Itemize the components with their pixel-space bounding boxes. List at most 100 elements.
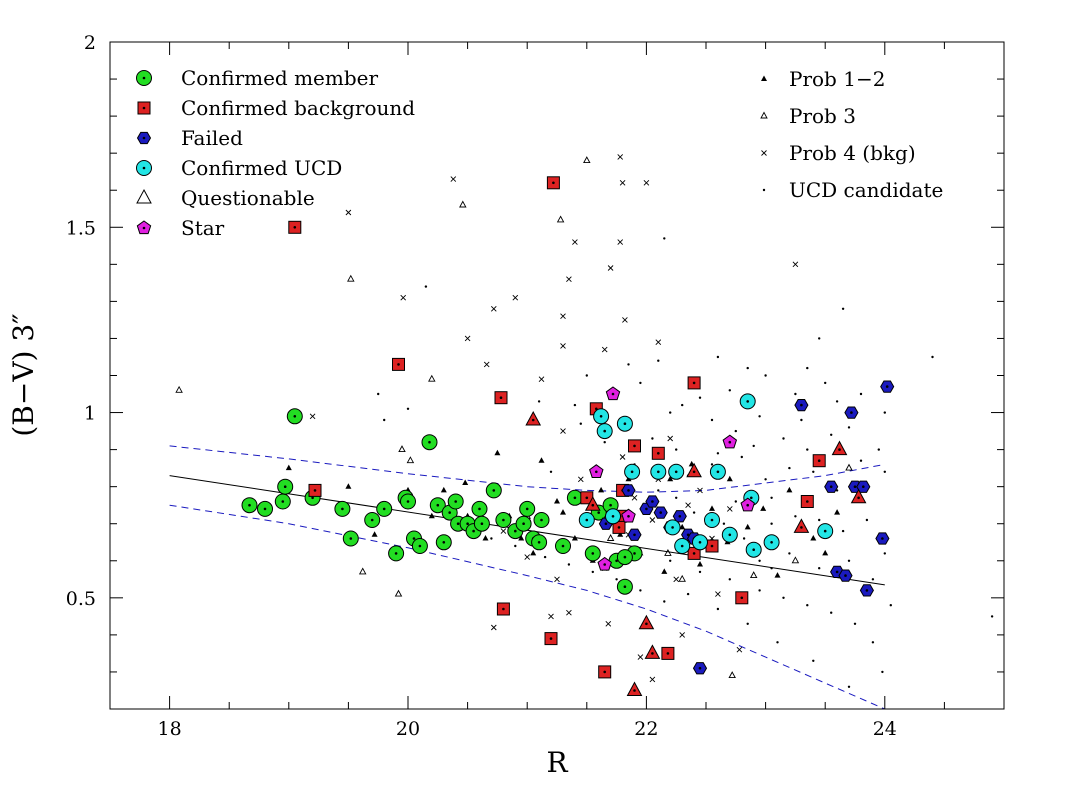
point-shape xyxy=(697,561,703,567)
point-shape xyxy=(800,418,803,422)
ucd-candidate-point xyxy=(847,426,851,429)
ucd-candidate-point xyxy=(835,489,839,492)
point-center xyxy=(248,503,251,507)
prob-4-bkg-point xyxy=(400,294,407,301)
point-shape xyxy=(538,376,545,383)
confirmed-ucd-point xyxy=(817,523,834,540)
point-shape xyxy=(734,500,737,503)
ucd-candidate-point xyxy=(406,407,410,410)
ucd-candidate-point xyxy=(579,422,582,425)
prob-1-2-point xyxy=(822,549,829,556)
point-shape xyxy=(709,505,715,511)
prob-1-2-point xyxy=(697,561,703,567)
failed-point xyxy=(859,584,874,597)
questionable-point xyxy=(644,644,661,659)
point-shape xyxy=(524,554,531,560)
point-center xyxy=(835,570,839,574)
legend-label: Star xyxy=(181,216,225,240)
point-shape xyxy=(464,335,471,342)
point-shape xyxy=(831,440,848,456)
point-shape xyxy=(764,478,767,481)
ucd-candidate-point xyxy=(627,363,630,366)
prob-4-bkg-point xyxy=(464,335,471,342)
point-shape xyxy=(726,475,733,482)
questionable-point xyxy=(638,614,655,630)
point-shape xyxy=(812,659,815,662)
prob-1-2-point xyxy=(530,549,537,556)
prob-4-bkg-point xyxy=(622,317,628,323)
point-center xyxy=(850,411,853,414)
legend-label: Questionable xyxy=(181,186,315,210)
point-shape xyxy=(400,294,407,301)
point-center xyxy=(436,503,440,507)
point-center xyxy=(710,544,714,548)
point-shape xyxy=(791,556,800,564)
point-center xyxy=(281,500,285,503)
point-shape xyxy=(605,620,612,627)
prob-1-2-point xyxy=(371,531,378,537)
confirmed-ucd-point xyxy=(668,463,685,480)
ucd-candidate-point xyxy=(734,429,737,433)
point-center xyxy=(609,503,612,507)
ucd-candidate-point xyxy=(728,578,731,581)
point-shape xyxy=(512,294,519,301)
legend-item-confirmed-member: Confirmed member xyxy=(136,66,378,90)
confirmed-member-point xyxy=(471,500,488,517)
point-center xyxy=(623,585,627,588)
y-tick-label: 2 xyxy=(84,32,96,54)
point-shape xyxy=(560,509,566,515)
point-shape xyxy=(345,209,352,216)
prob-1-2-point xyxy=(494,449,501,456)
confirmed-member-point xyxy=(584,545,601,562)
point-center xyxy=(502,518,505,522)
failed-point xyxy=(880,380,895,393)
point-shape xyxy=(812,470,815,473)
point-shape xyxy=(990,615,994,618)
point-center xyxy=(492,489,496,492)
prob-4-bkg-point xyxy=(309,413,316,420)
failed-point xyxy=(856,480,871,493)
confirmed-member-point xyxy=(257,500,273,517)
point-shape xyxy=(617,531,624,537)
legend-right: Prob 1−2 Prob 3 Prob 4 (bkg) UCD candidate xyxy=(760,67,943,202)
point-center xyxy=(698,666,702,670)
prob-3-point xyxy=(664,548,672,556)
point-center xyxy=(671,526,674,529)
ucd-candidate-point xyxy=(639,589,642,592)
point-center xyxy=(418,544,422,548)
point-shape xyxy=(850,488,867,504)
point-shape xyxy=(692,511,696,514)
prob-1-2-point xyxy=(462,479,469,485)
point-shape xyxy=(345,483,352,489)
prob-3-point xyxy=(175,385,183,393)
point-shape xyxy=(736,646,743,653)
point-center xyxy=(885,385,889,388)
ucd-candidate-point xyxy=(758,589,761,592)
point-center xyxy=(537,541,541,544)
point-center xyxy=(382,507,386,511)
failed-point xyxy=(875,532,890,545)
prob-3-point xyxy=(606,534,615,541)
legend-marker xyxy=(761,75,767,81)
prob-1-2-point xyxy=(834,509,841,515)
x-tick-label: 22 xyxy=(634,718,658,740)
point-center xyxy=(311,496,314,500)
point-shape xyxy=(663,237,666,240)
series-ucd-candidate xyxy=(377,237,994,688)
series-prob-1-2 xyxy=(285,449,841,578)
point-center xyxy=(645,507,648,511)
point-center xyxy=(881,537,884,540)
point-center xyxy=(573,496,577,500)
confirmed-background-point xyxy=(308,483,322,497)
point-center xyxy=(142,76,146,80)
point-center xyxy=(370,518,374,522)
point-center xyxy=(585,496,589,500)
ucd-candidate-point xyxy=(746,366,749,370)
confirmed-ucd-point xyxy=(692,534,708,551)
point-shape xyxy=(669,411,672,414)
ucd-candidate-point xyxy=(585,374,588,377)
ucd-candidate-point xyxy=(830,611,833,614)
legend-item-failed: Failed xyxy=(136,126,243,150)
point-shape xyxy=(657,489,660,492)
point-center xyxy=(857,496,860,500)
